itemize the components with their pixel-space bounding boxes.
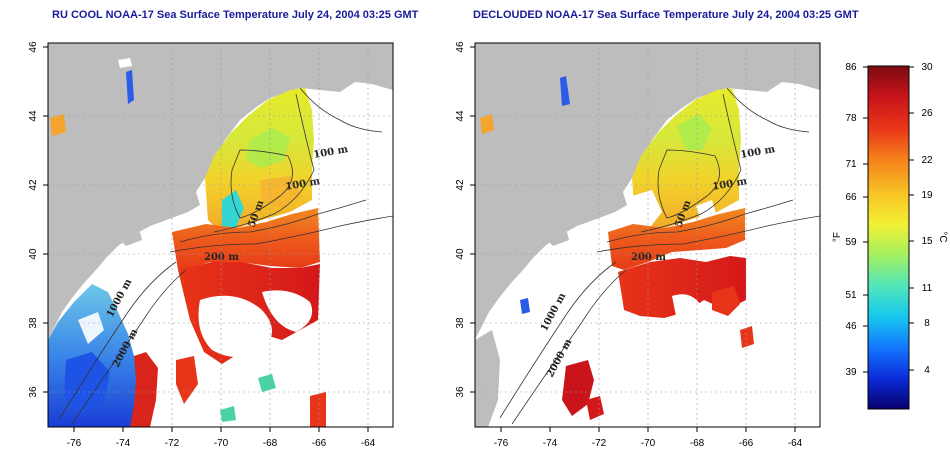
left-y-axis	[43, 46, 48, 393]
right-land-mass	[475, 43, 820, 340]
colorbar-f-tick-label: 78	[845, 113, 857, 124]
right-x-tick-label: -72	[592, 438, 607, 449]
colorbar-c-tick-label: 15	[921, 236, 933, 247]
right-x-tick-label: -64	[788, 438, 803, 449]
left-grid	[48, 43, 393, 427]
left-contour-label-200m: 200 m	[204, 252, 239, 263]
left-isobaths	[59, 87, 393, 425]
colorbar-c-tick-label: 4	[924, 365, 930, 376]
right-y-tick-label: 44	[455, 110, 466, 122]
left-x-tick-label: -68	[263, 438, 278, 449]
right-y-tick-label: 36	[455, 386, 466, 398]
left-y-tick-label: 36	[28, 386, 39, 398]
colorbar-f-tick-label: 86	[845, 62, 857, 73]
colorbar-c-tick-label: 8	[924, 318, 930, 329]
right-y-tick-label: 42	[455, 179, 466, 191]
colorbar-c-tick-label: 19	[921, 190, 933, 201]
left-map: 100 m 100 m 50 m 200 m 1000 m 2000 m	[28, 41, 394, 449]
right-x-axis	[500, 427, 796, 432]
right-panel-title: DECLOUDED NOAA-17 Sea Surface Temperatur…	[473, 9, 859, 21]
left-y-tick-label: 42	[28, 179, 39, 191]
colorbar-f-tick-label: 51	[845, 290, 857, 301]
left-x-tick-label: -72	[165, 438, 180, 449]
left-y-tick-label: 38	[28, 317, 39, 329]
right-x-tick-label: -70	[641, 438, 656, 449]
colorbar: 86 78 71 66 59 51 46 39 30 26 22 19 15 1…	[832, 62, 948, 410]
left-y-tick-label: 44	[28, 110, 39, 122]
right-x-tick-label: -76	[494, 438, 509, 449]
right-y-axis	[470, 46, 475, 393]
left-x-tick-label: -66	[312, 438, 327, 449]
left-x-tick-label: -70	[214, 438, 229, 449]
colorbar-celsius-unit: °C	[937, 231, 948, 242]
colorbar-f-tick-label: 39	[845, 367, 857, 378]
colorbar-c-tick-label: 30	[921, 62, 933, 73]
right-map: 100 m 100 m 50 m 200 m 1000 m 2000 m	[455, 41, 821, 449]
colorbar-f-tick-label: 66	[845, 192, 857, 203]
left-x-tick-label: -64	[361, 438, 376, 449]
right-y-tick-label: 38	[455, 317, 466, 329]
colorbar-gradient	[867, 65, 910, 410]
left-x-axis	[73, 427, 369, 432]
left-y-tick-label: 40	[28, 248, 39, 260]
colorbar-f-tick-label: 46	[845, 321, 857, 332]
right-x-tick-label: -68	[690, 438, 705, 449]
colorbar-c-tick-label: 22	[921, 155, 933, 166]
colorbar-c-tick-label: 26	[921, 108, 933, 119]
right-warm-band-sst	[608, 208, 745, 270]
left-land-mass	[48, 43, 393, 340]
left-panel-title: RU COOL NOAA-17 Sea Surface Temperature …	[52, 9, 419, 21]
left-x-tick-label: -76	[67, 438, 82, 449]
right-isobaths	[499, 87, 820, 425]
colorbar-c-tick-label: 11	[922, 283, 933, 294]
colorbar-ticks	[863, 66, 914, 373]
right-x-tick-label: -66	[739, 438, 754, 449]
right-grid	[475, 43, 820, 427]
colorbar-f-tick-label: 59	[845, 237, 857, 248]
right-contour-label-200m: 200 m	[631, 252, 666, 263]
right-y-tick-label: 40	[455, 248, 466, 260]
colorbar-f-tick-label: 71	[845, 159, 857, 170]
right-y-tick-label: 46	[455, 41, 466, 53]
left-y-tick-label: 46	[28, 41, 39, 53]
colorbar-fahrenheit-unit: °F	[832, 232, 843, 242]
left-x-tick-label: -74	[116, 438, 131, 449]
left-warm-band-sst	[172, 208, 320, 270]
right-x-tick-label: -74	[543, 438, 558, 449]
